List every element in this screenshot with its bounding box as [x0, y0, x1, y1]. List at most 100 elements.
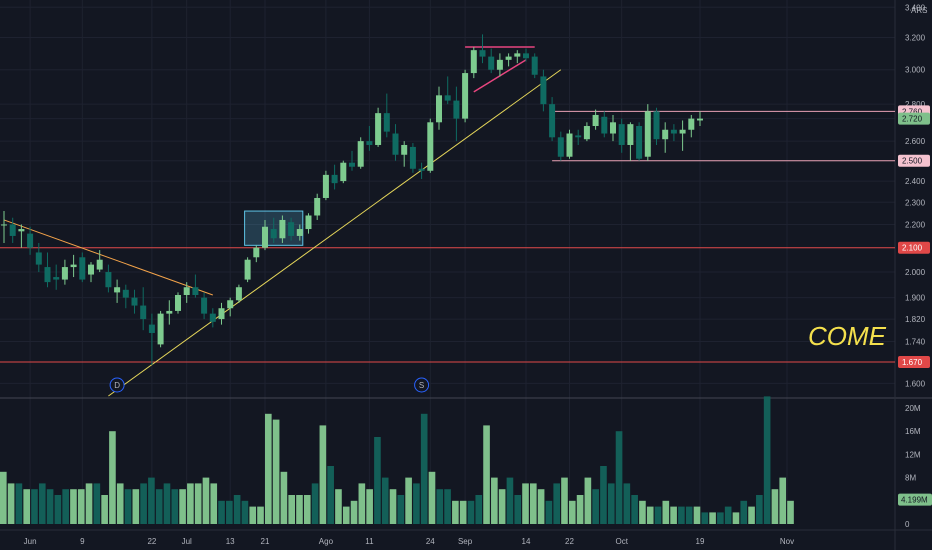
time-tick-label: Nov: [780, 537, 794, 546]
candle-body: [653, 111, 660, 140]
price-tick-label: 2.400: [905, 177, 926, 186]
volume-bar: [600, 466, 607, 524]
volume-bar: [124, 489, 132, 524]
candle-body: [470, 50, 477, 74]
candle-body: [357, 141, 364, 167]
event-marker: [414, 377, 430, 393]
volume-bar: [397, 495, 405, 524]
volume-bar: [241, 500, 249, 524]
volume-bar: [607, 483, 615, 524]
candle-body: [331, 174, 338, 184]
volume-bar: [85, 483, 93, 524]
volume-tick-label: 12M: [905, 450, 921, 459]
volume-bar: [693, 506, 701, 524]
volume-bar: [335, 489, 342, 524]
volume-bar: [202, 477, 210, 524]
price-tick-label: 2.800: [905, 100, 926, 109]
volume-bar: [171, 489, 179, 524]
candle-body: [18, 229, 25, 232]
candle-body: [340, 162, 347, 182]
event-marker: [109, 377, 125, 393]
volume-bar: [350, 500, 358, 524]
time-tick-label: 9: [80, 537, 85, 546]
candle-body: [305, 215, 312, 230]
candle-body: [183, 287, 190, 296]
volume-bar: [187, 483, 194, 524]
volume-bar: [615, 431, 623, 524]
time-tick-label: Sep: [458, 537, 473, 546]
volume-bar: [233, 495, 241, 524]
candle-body: [9, 224, 16, 236]
candle-body: [592, 114, 599, 127]
volume-bar: [296, 495, 303, 524]
candle-body: [392, 133, 399, 155]
time-tick-label: 11: [365, 537, 374, 546]
volume-bar: [420, 413, 428, 524]
candle-body: [444, 95, 451, 101]
candle-body: [453, 100, 460, 119]
volume-bar: [756, 495, 763, 524]
time-tick-label: Oct: [615, 537, 628, 546]
candle-body: [566, 133, 573, 157]
price-tag: [898, 356, 930, 369]
price-tick-label: 2.300: [905, 198, 926, 207]
volume-bar: [568, 500, 576, 524]
volume-bar: [771, 489, 779, 524]
candle-body: [427, 122, 434, 171]
volume-bar: [514, 495, 522, 524]
event-marker-label: D: [114, 381, 120, 390]
volume-bar: [342, 506, 350, 524]
candle-body: [270, 229, 277, 239]
time-tick-label: Ago: [319, 537, 334, 546]
volume-bar: [654, 506, 662, 524]
price-tag-label: 2.500: [902, 157, 923, 166]
volume-bar: [522, 483, 529, 524]
candle-body: [253, 247, 260, 258]
price-tick-label: 2.000: [905, 268, 926, 277]
volume-bar: [93, 483, 101, 524]
volume-bar: [561, 477, 568, 524]
volume-bars: [0, 396, 794, 524]
candle-body: [540, 76, 547, 105]
volume-bar: [498, 489, 506, 524]
volume-bar: [576, 495, 584, 524]
candle-body: [140, 305, 147, 320]
candle-body: [131, 297, 138, 306]
candle-body: [375, 113, 382, 145]
candle-body: [114, 287, 121, 293]
volume-bar: [15, 483, 23, 524]
candle-body: [218, 308, 225, 320]
price-tag: [898, 154, 930, 167]
currency-label: ARS: [911, 6, 927, 15]
volume-bar: [38, 483, 46, 524]
candle-body: [244, 259, 251, 280]
price-tick-label: 2.200: [905, 220, 926, 229]
volume-bar: [218, 500, 225, 524]
candle-body: [383, 113, 390, 132]
volume-bar: [358, 483, 366, 524]
volume-bar: [475, 495, 483, 524]
candle-body: [679, 129, 686, 134]
volume-tag: [898, 493, 932, 506]
candle-body: [288, 222, 295, 236]
candle-body: [688, 118, 695, 130]
volume-bar: [179, 489, 186, 524]
volume-bar: [62, 489, 69, 524]
candle-body: [462, 73, 469, 119]
price-tick-label: 3.400: [905, 3, 926, 12]
price-tick-label: 3.000: [905, 66, 926, 75]
volume-bar: [631, 495, 638, 524]
volume-bar: [763, 396, 771, 524]
candle-body: [166, 310, 173, 314]
price-tag-label: 2.100: [902, 244, 923, 253]
candle-body: [505, 56, 512, 60]
time-tick-label: Jul: [182, 537, 192, 546]
candle-body: [610, 122, 616, 134]
volume-bar: [537, 489, 545, 524]
price-tick-label: 1.600: [905, 379, 926, 388]
candle-body: [557, 137, 564, 157]
candle-body: [523, 53, 529, 59]
price-tick-label: 3.200: [905, 34, 926, 43]
candle-body: [105, 272, 112, 288]
